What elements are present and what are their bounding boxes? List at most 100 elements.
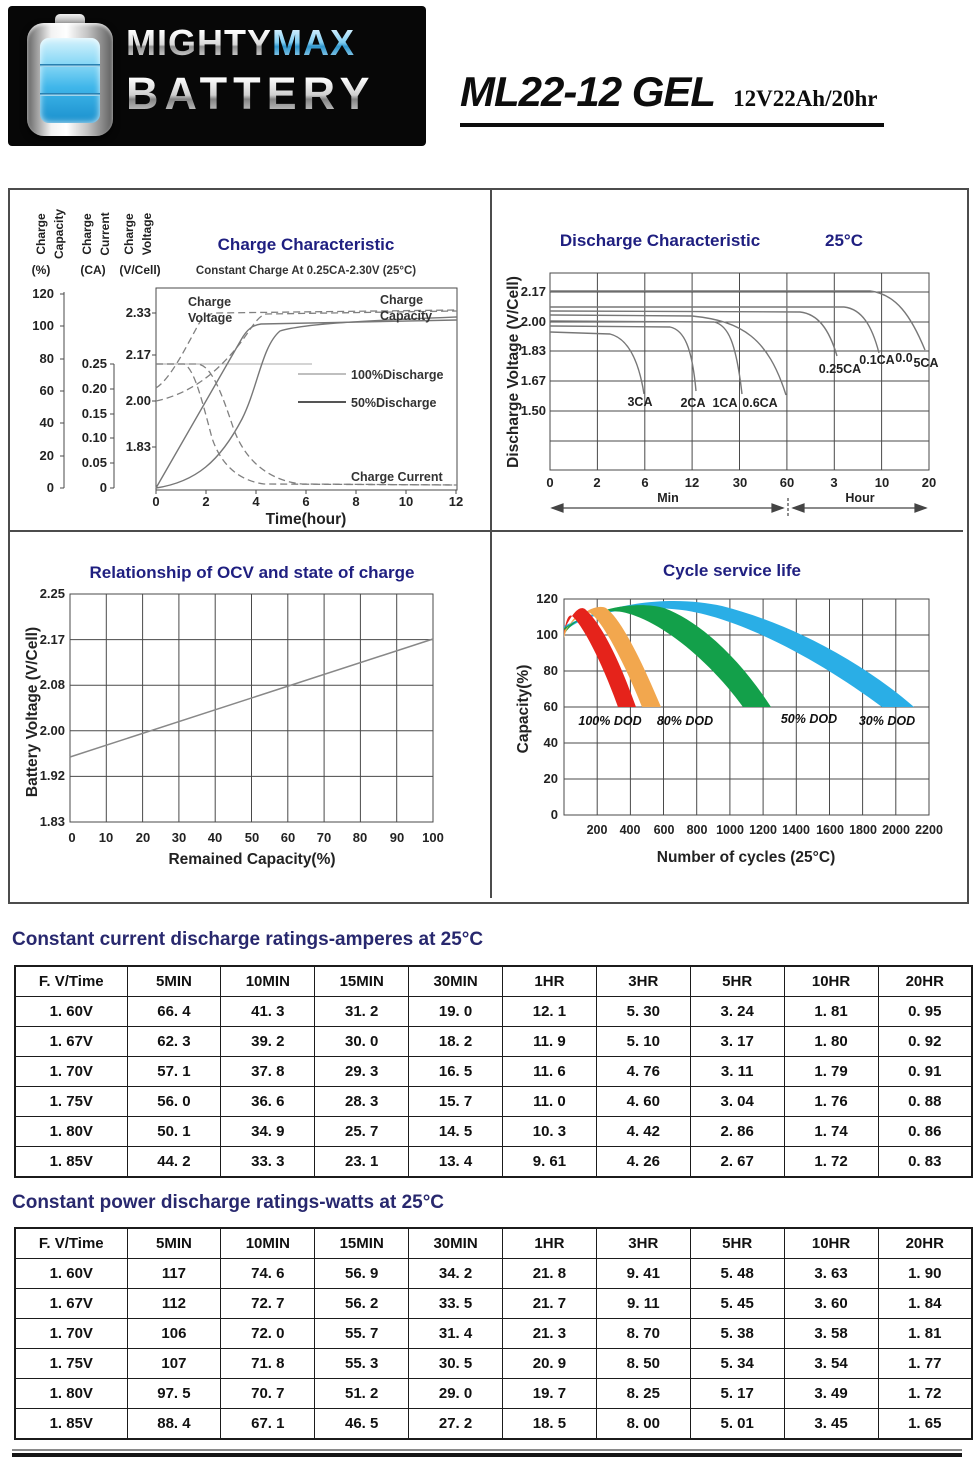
capacity-tick: 60	[40, 383, 54, 398]
value-cell: 1. 76	[783, 1086, 879, 1117]
value-cell: 2. 67	[689, 1146, 785, 1178]
header-cell: 3HR	[595, 1227, 691, 1259]
charge-voltage-label: Voltage	[188, 311, 232, 325]
table-header-row: F. V/Time 5MIN 10MIN 15MIN 30MIN 1HR 3HR 5HR 10H…	[14, 965, 973, 997]
table-row: 1. 60V 117 74. 6 56. 9 34. 2 21. 8 9. 41 5. 48 3…	[14, 1258, 973, 1289]
fv-cell: 1. 85V	[14, 1146, 128, 1178]
header-cell: 20HR	[877, 1227, 973, 1259]
value-cell: 10. 3	[502, 1116, 597, 1147]
charge-characteristic-chart: Charge Characteristic Constant Charge At…	[32, 209, 464, 528]
y-tick: 0	[551, 807, 558, 822]
charge-capacity-label: Capacity	[380, 309, 432, 323]
x-tick: 1200	[749, 823, 777, 837]
table-header-row: F. V/Time 5MIN 10MIN 15MIN 30MIN 1HR 3HR 5HR 10H…	[14, 1227, 973, 1259]
x-tick: 2	[202, 494, 209, 509]
y-tick: 2.17	[521, 284, 546, 299]
curve-label: 0.0	[895, 351, 912, 365]
charge-capacity-label: Charge	[380, 293, 423, 307]
fv-cell: 1. 67V	[14, 1288, 128, 1319]
value-cell: 112	[126, 1288, 222, 1319]
table-row: 1. 75V 107 71. 8 55. 3 30. 5 20. 9 8. 50 5. 34 3…	[14, 1348, 973, 1379]
header-cell: 3HR	[595, 965, 691, 997]
value-cell: 62. 3	[126, 1026, 222, 1057]
y-tick: 40	[544, 735, 558, 750]
chart-title: Charge Characteristic	[218, 235, 395, 254]
voltage-axis-word: Voltage	[140, 212, 154, 255]
value-cell: 20. 9	[502, 1348, 597, 1379]
value-cell: 18. 5	[502, 1408, 597, 1440]
table-row: 1. 60V 66. 4 41. 3 31. 2 19. 0 12. 1 5. 30 3. 2…	[14, 996, 973, 1027]
value-cell: 0. 91	[877, 1056, 973, 1087]
x-tick: 3	[830, 475, 837, 490]
x-tick: 400	[620, 823, 641, 837]
value-cell: 5. 34	[689, 1348, 785, 1379]
value-cell: 39. 2	[220, 1026, 316, 1057]
value-cell: 29. 3	[314, 1056, 410, 1087]
x-tick: 60	[281, 830, 295, 845]
x-tick: 6	[641, 475, 648, 490]
current-tick: 0.15	[82, 406, 107, 421]
value-cell: 9. 41	[595, 1258, 691, 1289]
horizontal-gridlines	[550, 291, 929, 442]
x-tick: 2000	[882, 823, 910, 837]
value-cell: 15. 7	[408, 1086, 503, 1117]
cycle-service-life-panel: Cycle service life Capacity(%) 120 100 8…	[492, 532, 963, 898]
value-cell: 33. 3	[220, 1146, 316, 1178]
value-cell: 3. 63	[783, 1258, 879, 1289]
voltage-tick: 2.17	[126, 347, 151, 362]
charts-grid: Charge Characteristic Constant Charge At…	[8, 188, 969, 904]
capacity-tick: 80	[40, 351, 54, 366]
value-cell: 5. 10	[595, 1026, 691, 1057]
value-cell: 56. 9	[314, 1258, 410, 1289]
curve-label: 1CA	[712, 396, 737, 410]
x-tick: 800	[687, 823, 708, 837]
table-row: 1. 85V 44. 2 33. 3 23. 1 13. 4 9. 61 4. 26 2. 6…	[14, 1146, 973, 1178]
value-cell: 36. 6	[220, 1086, 316, 1117]
x-tick: 1000	[716, 823, 744, 837]
value-cell: 3. 17	[689, 1026, 785, 1057]
curve-label: 0.25CA	[819, 362, 861, 376]
value-cell: 51. 2	[314, 1378, 410, 1409]
x-tick: 90	[390, 830, 404, 845]
header-cell: 5MIN	[126, 965, 222, 997]
x-tick: 600	[654, 823, 675, 837]
brand-word-max: MAX	[272, 22, 355, 63]
discharge-curve-01ca	[550, 306, 880, 354]
discharge-curve-06ca	[549, 314, 787, 396]
model-number: ML22-12 GEL	[460, 68, 716, 115]
value-cell: 29. 0	[408, 1378, 503, 1409]
value-cell: 72. 7	[220, 1288, 316, 1319]
charge-capacity-50-curve	[155, 319, 458, 489]
power-table-title: Constant power discharge ratings-watts a…	[12, 1192, 445, 1213]
x-tick: 6	[302, 494, 309, 509]
discharge-characteristic-panel: Discharge Characteristic 25°C Discharge …	[492, 190, 963, 532]
charge-current-label: Charge Current	[351, 470, 444, 484]
value-cell: 19. 0	[408, 996, 503, 1027]
value-cell: 31. 4	[408, 1318, 503, 1349]
value-cell: 0. 95	[877, 996, 973, 1027]
chart-temperature: 25°C	[825, 231, 863, 250]
chart-title: Relationship of OCV and state of charge	[90, 563, 415, 582]
header-cell: F. V/Time	[14, 965, 128, 997]
header-cell: 15MIN	[314, 1227, 410, 1259]
capacity-axis-unit: (%)	[32, 263, 51, 277]
x-tick: 0	[546, 475, 553, 490]
curve-label: 5CA	[913, 356, 938, 370]
curve-label: 3CA	[627, 395, 652, 409]
fv-cell: 1. 60V	[14, 1258, 128, 1289]
value-cell: 2. 86	[689, 1116, 785, 1147]
voltage-axis-unit: (V/Cell)	[119, 263, 160, 277]
value-cell: 8. 25	[595, 1378, 691, 1409]
capacity-tick: 100	[32, 318, 54, 333]
voltage-tick: 2.00	[126, 393, 151, 408]
x-tick: 50	[245, 830, 259, 845]
x-tick: 8	[352, 494, 359, 509]
x-tick: 1400	[782, 823, 810, 837]
value-cell: 117	[126, 1258, 222, 1289]
fv-cell: 1. 75V	[14, 1086, 128, 1117]
value-cell: 74. 6	[220, 1258, 316, 1289]
table-row: 1. 67V 112 72. 7 56. 2 33. 5 21. 7 9. 11 5. 45 3…	[14, 1288, 973, 1319]
curve-label: 0.6CA	[742, 396, 777, 410]
brand-word-battery: BATTERY	[126, 68, 422, 120]
